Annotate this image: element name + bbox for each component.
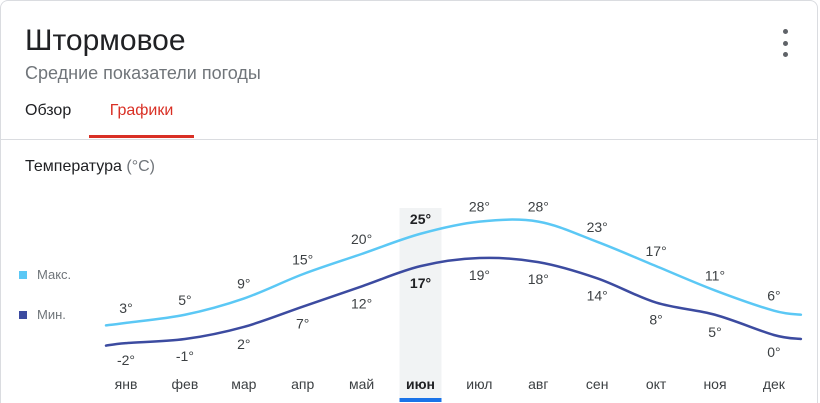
page-title: Штормовое [25, 24, 186, 57]
month-label: апр [291, 376, 314, 392]
max-value-label: 11° [705, 267, 725, 283]
legend-min-label: Мин. [37, 307, 66, 322]
min-value-label: 8° [649, 312, 662, 328]
min-value-label: -2° [117, 352, 135, 368]
month-label: окт [646, 376, 667, 392]
chart-title: Температура [25, 158, 122, 175]
max-value-label: 28° [469, 199, 490, 215]
month-column-8[interactable] [568, 208, 626, 403]
chart-unit: (°C) [126, 158, 155, 175]
tab-bar: Обзор Графики [1, 89, 817, 140]
max-value-label: 28° [528, 199, 549, 215]
max-series-line [104, 218, 803, 327]
min-value-label: 18° [528, 271, 549, 287]
tab-charts[interactable]: Графики [89, 89, 194, 138]
month-label: янв [115, 376, 138, 392]
month-label: май [349, 376, 374, 392]
month-label: дек [763, 376, 786, 392]
max-value-label: 20° [351, 231, 372, 247]
month-label: мар [231, 376, 256, 392]
legend-min-swatch [19, 310, 27, 319]
chart-section-title: Температура (°C) [25, 158, 155, 176]
month-column-9[interactable] [627, 208, 685, 403]
selected-month-highlight [399, 208, 442, 398]
min-value-label: 0° [767, 344, 780, 360]
month-label: фев [172, 376, 199, 392]
month-column-10[interactable] [686, 208, 744, 403]
max-value-label: 23° [587, 219, 608, 235]
legend-min: Мин. [19, 307, 66, 322]
month-label: июл [466, 376, 492, 392]
legend-max-swatch [19, 270, 27, 279]
min-series-line [104, 256, 803, 347]
month-column-6[interactable] [450, 208, 508, 403]
max-value-label: 5° [178, 292, 191, 308]
selected-month-indicator [399, 398, 442, 402]
month-label: июн [406, 376, 435, 392]
month-column-7[interactable] [509, 208, 567, 403]
max-value-label: 9° [237, 276, 250, 292]
min-value-label: -1° [176, 348, 194, 364]
month-label: ноя [703, 376, 726, 392]
min-value-label: 12° [351, 295, 372, 311]
min-value-label: 7° [296, 316, 309, 332]
legend-max-label: Макс. [37, 267, 72, 282]
max-value-label: 17° [646, 243, 667, 259]
legend-max: Макс. [19, 267, 71, 282]
min-value-label: 5° [708, 324, 721, 340]
min-value-label: 2° [237, 336, 250, 352]
tab-overview[interactable]: Обзор [25, 102, 72, 119]
min-value-label: 19° [469, 267, 490, 283]
month-label: сен [586, 376, 609, 392]
month-label: авг [528, 376, 548, 392]
more-options-icon[interactable] [773, 29, 797, 57]
month-column-5[interactable] [392, 208, 450, 403]
max-value-label: 3° [119, 300, 132, 316]
min-value-label: 17° [410, 275, 431, 291]
page-subtitle: Средние показатели погоды [25, 63, 261, 83]
max-value-label: 15° [292, 251, 313, 267]
min-value-label: 14° [587, 287, 608, 303]
max-value-label: 25° [410, 211, 431, 227]
max-value-label: 6° [767, 288, 780, 304]
